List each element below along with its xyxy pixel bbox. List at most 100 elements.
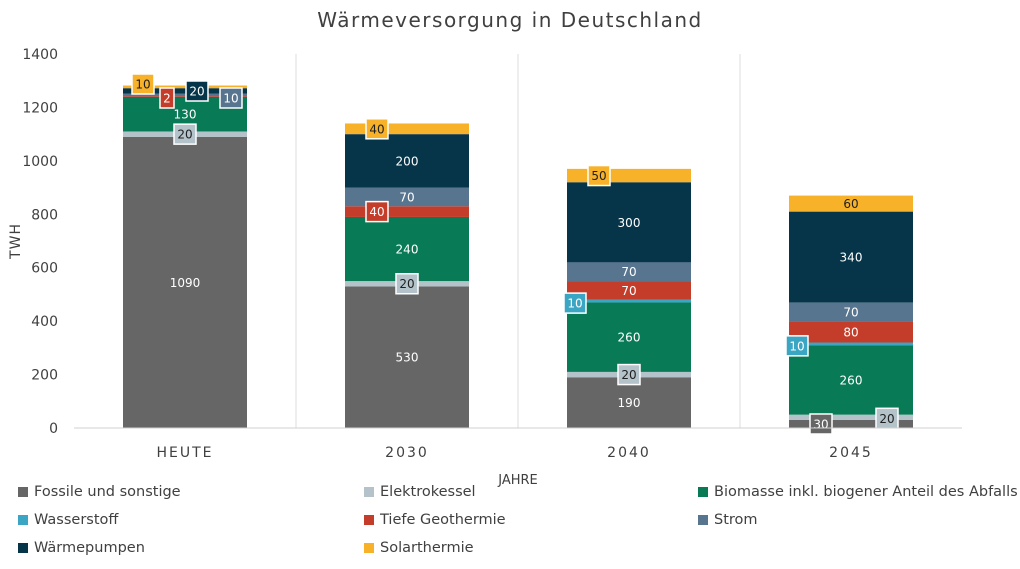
callout-box — [365, 118, 389, 140]
legend-swatch — [18, 515, 28, 525]
callout-label: 2 — [163, 92, 171, 106]
callout-box — [587, 164, 611, 187]
legend-swatch — [364, 515, 374, 525]
callout-box — [185, 80, 209, 102]
bar-segment — [789, 195, 913, 212]
y-axis-title: TWH — [8, 223, 24, 260]
callout-label: 20 — [621, 368, 636, 382]
x-tick-label: 2045 — [829, 445, 873, 461]
callout-box — [365, 200, 389, 223]
legend-item: Wärmepumpen — [18, 540, 145, 556]
chart-title: Wärmeversorgung in Deutschland — [317, 8, 703, 32]
x-tick-label: 2030 — [385, 445, 429, 461]
legend-label: Strom — [714, 512, 758, 528]
data-label: 130 — [174, 108, 197, 122]
bar-segment — [123, 88, 247, 94]
data-label: 240 — [396, 243, 419, 257]
x-tick-label: HEUTE — [156, 445, 213, 461]
bar-segment — [567, 302, 691, 372]
bar-segment — [789, 211, 913, 303]
callout-label: 20 — [879, 412, 894, 426]
legend-swatch — [18, 543, 28, 553]
bar-segment — [123, 96, 247, 98]
data-label: 1090 — [170, 276, 201, 290]
legend-item: Solarthermie — [364, 540, 474, 556]
callout-label: 30 — [813, 417, 828, 431]
y-tick-label: 0 — [49, 421, 58, 437]
data-label: 80 — [843, 325, 858, 339]
y-tick-label: 400 — [31, 314, 58, 330]
callout-box — [395, 272, 419, 295]
callout-label: 10 — [789, 339, 804, 353]
data-label: 340 — [840, 251, 863, 265]
callout-box — [785, 335, 809, 357]
callout-label: 40 — [369, 122, 384, 136]
legend-item: Elektrokessel — [364, 484, 476, 500]
bar-segment — [567, 377, 691, 428]
bar-segment — [567, 281, 691, 300]
bar-segment — [345, 134, 469, 188]
legend-swatch — [698, 515, 708, 525]
callout-label: 10 — [567, 297, 582, 311]
bar-segment — [345, 123, 469, 135]
y-tick-label: 600 — [31, 261, 58, 277]
y-tick-label: 800 — [31, 207, 58, 223]
legend-label: Solarthermie — [380, 540, 474, 556]
bar-segment — [789, 414, 913, 420]
legend-swatch — [18, 487, 28, 497]
y-tick-label: 200 — [31, 368, 58, 384]
bar-segment — [123, 93, 247, 97]
legend-label: Elektrokessel — [380, 484, 476, 500]
data-label: 200 — [396, 154, 419, 168]
bar-segment — [345, 206, 469, 217]
legend-item: Wasserstoff — [18, 512, 118, 528]
bar-segment — [789, 419, 913, 428]
legend-swatch — [364, 543, 374, 553]
bar-segment — [789, 345, 913, 415]
x-tick-label: 2040 — [607, 445, 651, 461]
legend-swatch — [698, 487, 708, 497]
data-label: 260 — [618, 331, 641, 345]
callout-label: 10 — [135, 78, 150, 92]
data-label: 70 — [843, 305, 858, 319]
y-tick-label: 1000 — [22, 154, 58, 170]
data-label: 190 — [618, 396, 641, 410]
data-label: 70 — [621, 284, 636, 298]
callout-label: 20 — [399, 277, 414, 291]
callout-label: 40 — [369, 205, 384, 219]
legend-label: Wasserstoff — [34, 512, 119, 528]
callout-label: 10 — [223, 92, 238, 106]
bar-segment — [789, 342, 913, 346]
legend-label: Biomasse inkl. biogener Anteil des Abfal… — [714, 484, 1018, 500]
callout-box — [617, 363, 641, 386]
bar-segment — [567, 299, 691, 303]
legend-item: Strom — [698, 512, 758, 528]
data-label: 60 — [843, 197, 858, 211]
callout-box — [131, 73, 155, 95]
y-tick-label: 1400 — [22, 47, 58, 63]
data-label: 70 — [399, 190, 414, 204]
data-label: 70 — [621, 265, 636, 279]
chart-legend: Fossile und sonstige Elektrokessel Biomass… — [18, 484, 1018, 568]
bar-segment — [123, 85, 247, 89]
y-tick-label: 1200 — [22, 100, 58, 116]
callout-box — [809, 413, 833, 435]
bar-segment — [567, 168, 691, 183]
callout-box — [219, 87, 243, 109]
callout-label: 20 — [189, 85, 204, 99]
callout-label: 50 — [591, 169, 606, 183]
data-label: 300 — [618, 216, 641, 230]
callout-box — [159, 87, 175, 109]
legend-label: Wärmepumpen — [34, 540, 145, 556]
data-label: 260 — [840, 373, 863, 387]
legend-label: Tiefe Geothermie — [380, 512, 506, 528]
data-label: 530 — [396, 351, 419, 365]
bar-segment — [789, 302, 913, 322]
legend-item: Fossile und sonstige — [18, 484, 181, 500]
callout-box — [173, 123, 197, 145]
x-axis-title: JAHRE — [497, 473, 538, 488]
bar-segment — [345, 286, 469, 428]
legend-item: Tiefe Geothermie — [364, 512, 506, 528]
legend-swatch — [364, 487, 374, 497]
